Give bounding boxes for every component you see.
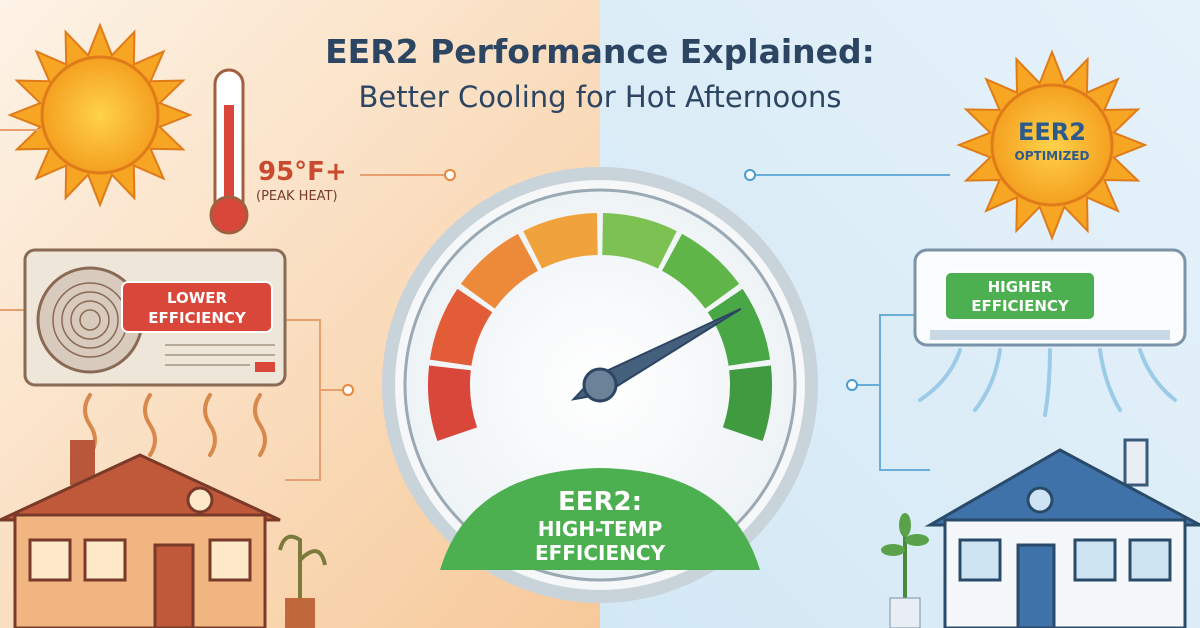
sun-icon bbox=[7, 22, 193, 208]
temperature-label: 95°F+ bbox=[258, 157, 347, 187]
page-subtitle: Better Cooling for Hot Afternoons bbox=[358, 80, 842, 114]
hot-house-icon bbox=[0, 440, 281, 628]
wilted-plant-icon bbox=[278, 534, 327, 628]
gauge-segment bbox=[428, 365, 478, 441]
svg-text:EFFICIENCY: EFFICIENCY bbox=[535, 541, 666, 565]
svg-text:HIGH-TEMP: HIGH-TEMP bbox=[538, 517, 663, 541]
eer2-optimized-badge: EER2 OPTIMIZED bbox=[1015, 118, 1090, 163]
svg-text:EER2: EER2 bbox=[1018, 118, 1086, 146]
thermometer-icon bbox=[209, 68, 249, 235]
svg-text:LOWER: LOWER bbox=[167, 289, 228, 307]
gauge-segment bbox=[523, 213, 598, 269]
cool-house-icon bbox=[924, 438, 1200, 628]
gauge-segment bbox=[722, 365, 772, 441]
connector-lines bbox=[0, 129, 950, 481]
svg-text:EFFICIENCY: EFFICIENCY bbox=[971, 297, 1070, 315]
sun-icon bbox=[956, 49, 1148, 241]
higher-efficiency-badge: HIGHER EFFICIENCY bbox=[944, 271, 1096, 321]
gauge-segment bbox=[460, 233, 538, 309]
temperature-note: (PEAK HEAT) bbox=[256, 189, 338, 204]
gauge-segment bbox=[429, 288, 493, 366]
svg-text:OPTIMIZED: OPTIMIZED bbox=[1015, 149, 1090, 163]
gauge-label-dome bbox=[440, 468, 760, 570]
gauge-segment bbox=[707, 288, 771, 366]
efficiency-gauge: EER2: HIGH-TEMP EFFICIENCY bbox=[382, 167, 818, 603]
svg-text:EFFICIENCY: EFFICIENCY bbox=[148, 309, 247, 327]
svg-text:EER2:: EER2: bbox=[558, 487, 642, 517]
svg-text:HIGHER: HIGHER bbox=[988, 278, 1053, 296]
plant-icon bbox=[881, 513, 929, 628]
airflow-icon bbox=[918, 348, 1177, 417]
page-title: EER2 Performance Explained: bbox=[325, 32, 875, 71]
gauge-needle bbox=[570, 307, 742, 403]
lower-efficiency-badge: LOWER EFFICIENCY bbox=[121, 281, 273, 333]
gauge-segment bbox=[662, 233, 740, 309]
gauge-segment bbox=[602, 213, 677, 269]
